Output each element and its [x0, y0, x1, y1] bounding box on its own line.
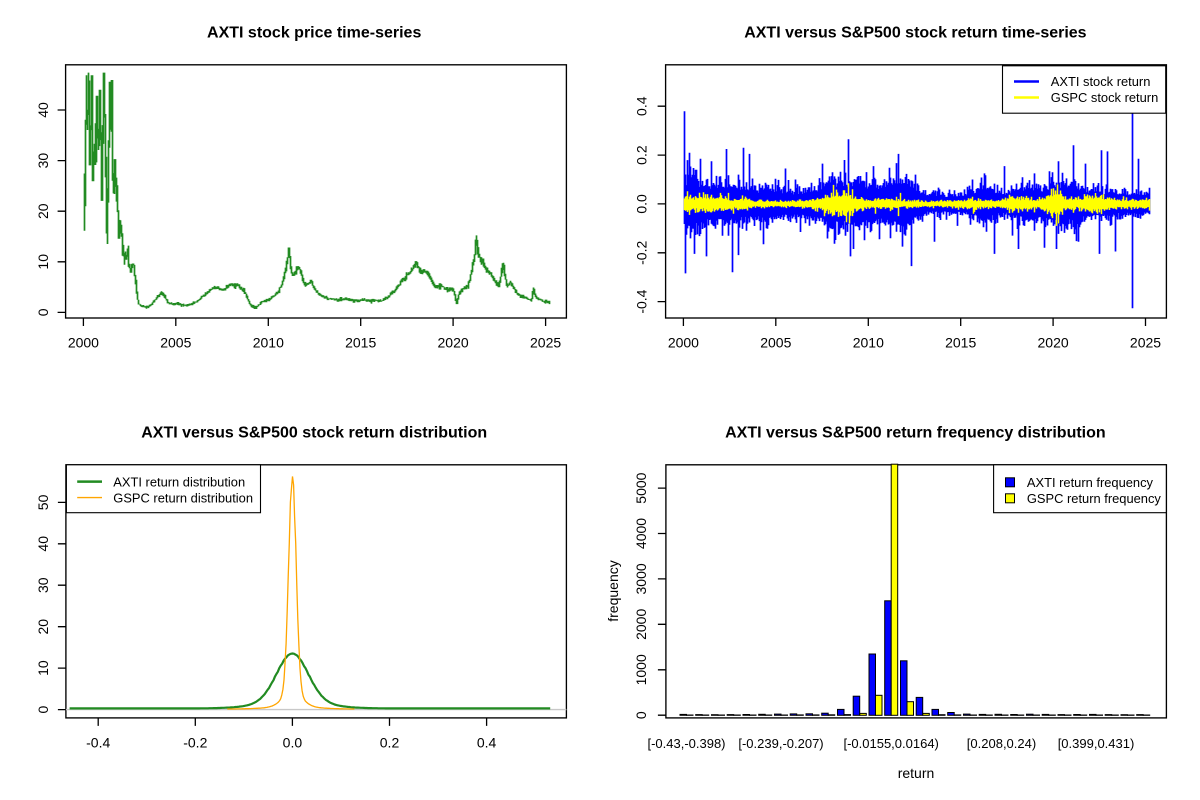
svg-text:0.0: 0.0: [634, 194, 650, 214]
svg-text:2000: 2000: [668, 335, 699, 351]
svg-text:-0.2: -0.2: [634, 241, 650, 265]
svg-text:0: 0: [35, 705, 51, 713]
svg-text:2020: 2020: [438, 335, 469, 351]
svg-text:2020: 2020: [1038, 335, 1069, 351]
svg-text:10: 10: [35, 254, 51, 270]
svg-text:AXTI versus S&P500 stock retur: AXTI versus S&P500 stock return distribu…: [141, 425, 487, 442]
svg-text:3000: 3000: [633, 563, 649, 594]
svg-text:0: 0: [35, 308, 51, 316]
svg-text:2010: 2010: [853, 335, 884, 351]
svg-text:[-0.43,-0.398): [-0.43,-0.398): [647, 736, 725, 751]
svg-text:AXTI return distribution: AXTI return distribution: [113, 474, 245, 489]
svg-text:-0.4: -0.4: [86, 735, 110, 751]
svg-text:2015: 2015: [345, 335, 376, 351]
svg-text:[0.208,0.24): [0.208,0.24): [967, 736, 1036, 751]
svg-text:-0.4: -0.4: [634, 289, 650, 313]
svg-text:10: 10: [35, 660, 51, 676]
svg-text:20: 20: [35, 203, 51, 219]
svg-text:[-0.0155,0.0164): [-0.0155,0.0164): [843, 736, 938, 751]
svg-text:[0.399,0.431): [0.399,0.431): [1058, 736, 1135, 751]
svg-text:4000: 4000: [633, 518, 649, 549]
svg-text:40: 40: [35, 102, 51, 118]
svg-text:2025: 2025: [1130, 335, 1161, 351]
svg-text:AXTI versus S&P500 return freq: AXTI versus S&P500 return frequency dist…: [725, 425, 1106, 442]
svg-text:[-0.239,-0.207): [-0.239,-0.207): [738, 736, 823, 751]
svg-text:GSPC return distribution: GSPC return distribution: [113, 490, 253, 505]
svg-text:0.2: 0.2: [380, 735, 400, 751]
svg-text:0.4: 0.4: [634, 96, 650, 116]
svg-text:30: 30: [35, 153, 51, 169]
svg-text:1000: 1000: [633, 654, 649, 685]
svg-text:AXTI versus S&P500 stock retur: AXTI versus S&P500 stock return time-ser…: [744, 25, 1086, 42]
svg-text:5000: 5000: [633, 472, 649, 503]
svg-text:AXTI stock return: AXTI stock return: [1051, 74, 1151, 89]
svg-text:2000: 2000: [68, 335, 99, 351]
svg-text:2005: 2005: [160, 335, 191, 351]
svg-text:GSPC stock return: GSPC stock return: [1051, 90, 1158, 105]
svg-text:0.4: 0.4: [477, 735, 497, 751]
svg-text:0.0: 0.0: [283, 735, 303, 751]
svg-text:-0.2: -0.2: [183, 735, 207, 751]
svg-text:AXTI return frequency: AXTI return frequency: [1027, 475, 1154, 490]
svg-text:2005: 2005: [760, 335, 791, 351]
svg-text:30: 30: [35, 577, 51, 593]
svg-text:2025: 2025: [530, 335, 561, 351]
svg-text:50: 50: [35, 494, 51, 510]
svg-text:0: 0: [633, 711, 649, 719]
svg-text:frequency: frequency: [605, 560, 621, 621]
svg-text:40: 40: [35, 536, 51, 552]
svg-text:AXTI stock price time-series: AXTI stock price time-series: [207, 25, 421, 42]
svg-text:return: return: [898, 765, 935, 781]
svg-text:20: 20: [35, 619, 51, 635]
svg-text:GSPC return frequency: GSPC return frequency: [1027, 491, 1162, 506]
svg-text:0.2: 0.2: [634, 145, 650, 165]
svg-text:2000: 2000: [633, 609, 649, 640]
svg-text:2010: 2010: [253, 335, 284, 351]
svg-text:2015: 2015: [945, 335, 976, 351]
